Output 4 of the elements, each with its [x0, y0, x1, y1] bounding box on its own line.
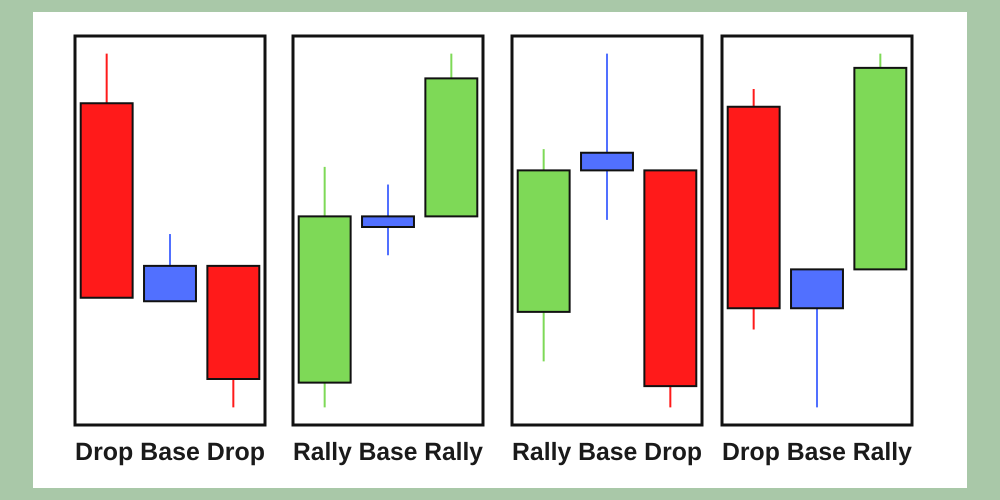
x-axis-title: Drop Base Rally	[722, 438, 912, 466]
x-axis-title: Rally Base Drop	[512, 438, 702, 466]
x-axis-title: Drop Base Drop	[75, 438, 265, 466]
x-axis-title: Rally Base Rally	[293, 438, 484, 466]
